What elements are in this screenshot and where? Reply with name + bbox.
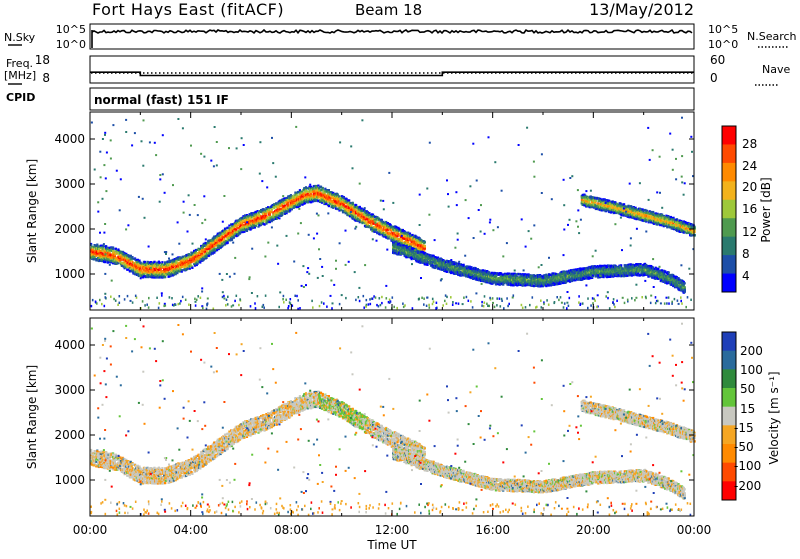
nsky-tick-top: 10^5 [56,23,86,36]
echo-cell [227,241,229,243]
freq-tick-bottom: 8 [42,71,50,85]
nsky-tick-bottom: 10^0 [56,38,86,51]
echo-cell [424,241,426,243]
echo-cell [104,261,106,263]
noise-panel: N.Sky 10^5 10^0 10^5 10^0 N.Search [4,23,797,51]
echo-cell [140,269,142,271]
nave-tick-top: 60 [710,53,725,67]
echo-cell [191,267,193,269]
freq-unit: [MHz] [4,69,36,82]
nave-label: Nave [762,63,790,76]
cpid-value: normal (fast) 151 IF [94,93,229,107]
frequency-panel-frame [90,56,694,83]
noise-trace [92,30,692,48]
echo-cell [189,268,191,270]
echo-cell [328,205,330,207]
echo-cell [380,227,382,229]
nsearch-tick-top: 10^5 [708,23,738,36]
nsearch-tick-bottom: 10^0 [708,38,738,51]
freq-tick-top: 18 [35,53,50,67]
nsky-label: N.Sky [4,31,36,44]
cpid-panel: CPID normal (fast) 151 IF [6,88,694,110]
echo-cell [407,241,409,243]
echo-cell [424,245,426,247]
nsearch-label: N.Search [747,30,797,43]
power-scatter-field [90,117,696,310]
echo-cell [255,225,257,227]
echo-cell [112,248,114,250]
echo-cell [164,276,166,278]
echo-cell [138,260,140,262]
nave-tick-bottom: 0 [710,71,718,85]
echo-cell [328,189,330,191]
echo-cell [281,212,283,214]
echo-cell [401,240,403,242]
echo-cell [262,220,264,222]
beam-label: Beam 18 [355,1,422,19]
noise-panel-frame [90,24,694,49]
echo-cell [352,203,354,205]
echo-cell [265,213,267,215]
frequency-panel: Freq. [MHz] 18 8 60 0 Nave [4,53,790,85]
echo-cell [463,264,465,266]
station-title: Fort Hays East (fitACF) [92,0,284,19]
cpid-label: CPID [6,91,35,104]
echo-cell [446,271,448,273]
date-label: 13/May/2012 [589,0,694,19]
echo-cell [153,261,155,263]
echo-cell [161,261,163,263]
echo-cell [348,199,350,201]
echo-cell [233,237,235,239]
echo-cell [271,208,273,210]
nsky-trace [92,30,692,33]
